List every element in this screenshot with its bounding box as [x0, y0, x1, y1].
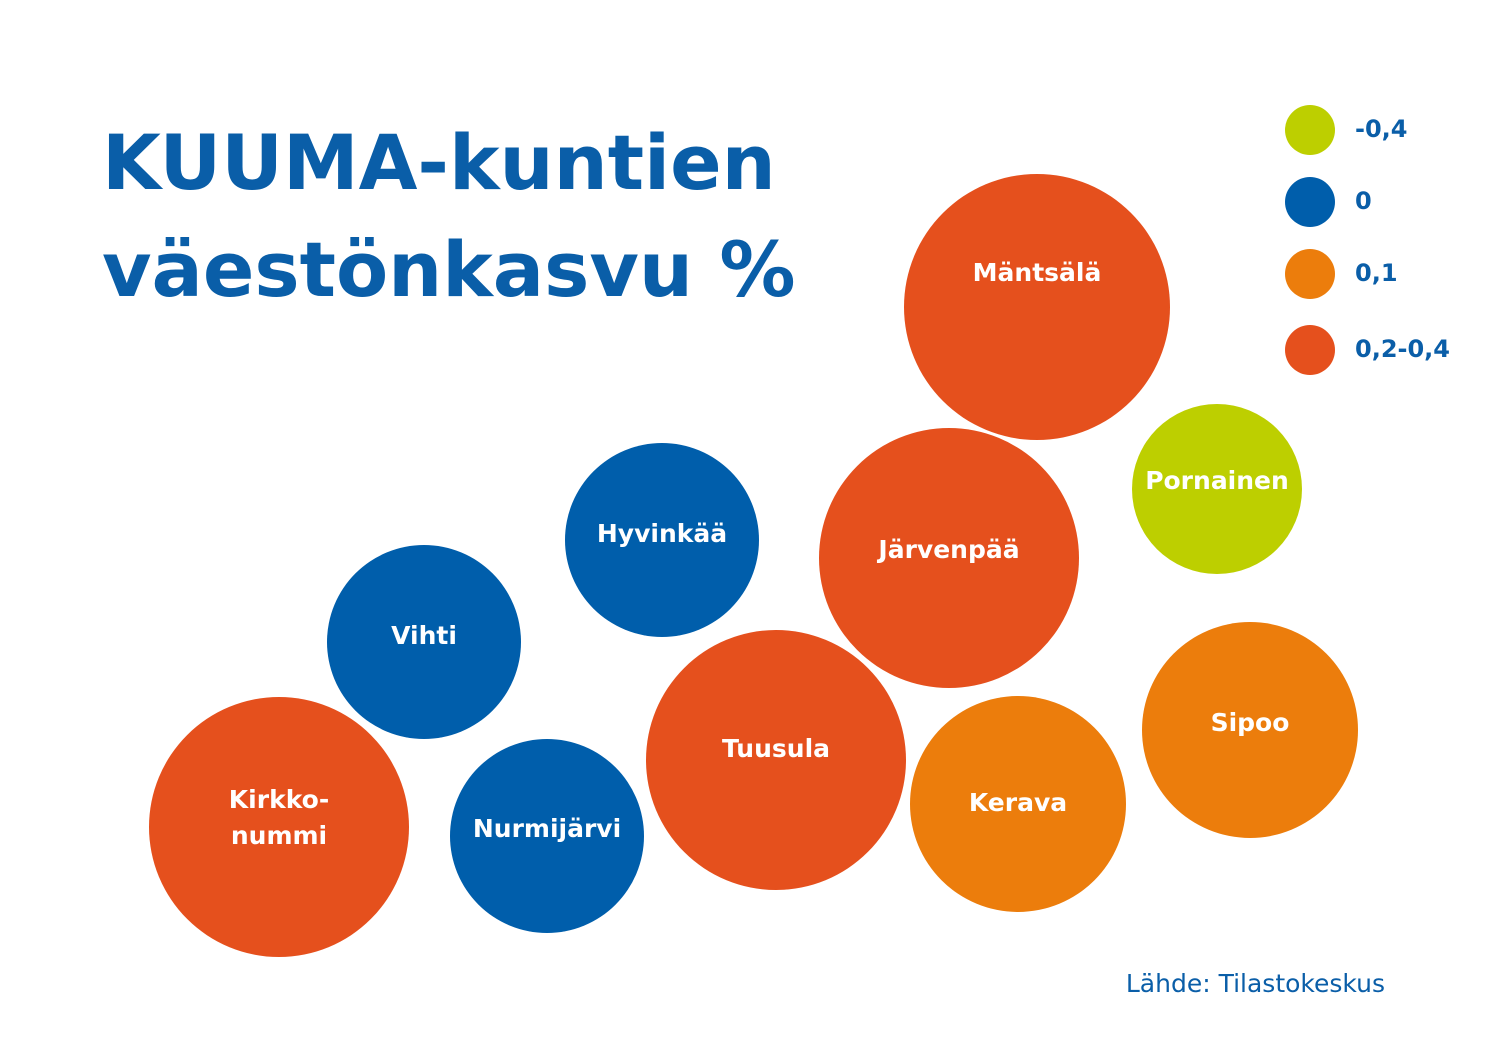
legend-label: -0,4 — [1355, 115, 1407, 143]
municipality-label: Järvenpää — [876, 535, 1019, 564]
municipality-label: Kirkko- — [229, 785, 329, 814]
legend-label: 0 — [1355, 187, 1372, 215]
municipality-label: Pornainen — [1145, 466, 1289, 495]
municipality-circle — [1132, 404, 1302, 574]
municipality-label: Sipoo — [1211, 708, 1290, 737]
municipality-circle — [904, 174, 1170, 440]
municipality-circle — [1142, 622, 1358, 838]
legend-label: 0,2-0,4 — [1355, 335, 1450, 363]
municipality-label: Nurmijärvi — [473, 814, 621, 843]
source: Lähde: Tilastokeskus — [1126, 969, 1385, 998]
municipality-circle — [149, 697, 409, 957]
municipality-label: Hyvinkää — [597, 519, 727, 548]
legend-swatch — [1285, 177, 1335, 227]
title-line: KUUMA-kuntien — [102, 118, 776, 207]
municipality-label: nummi — [231, 821, 327, 850]
title-line: väestönkasvu % — [102, 225, 796, 314]
municipality-label: Kerava — [969, 788, 1067, 817]
legend-swatch — [1285, 105, 1335, 155]
municipality-label: Vihti — [391, 621, 457, 650]
municipality-circle — [565, 443, 759, 637]
municipality-circle — [450, 739, 644, 933]
legend-swatch — [1285, 249, 1335, 299]
municipality-label: Mäntsälä — [973, 258, 1102, 287]
municipality-circle — [819, 428, 1079, 688]
municipality-circle — [327, 545, 521, 739]
legend-label: 0,1 — [1355, 259, 1398, 287]
municipality-circle — [646, 630, 906, 890]
legend-swatch — [1285, 325, 1335, 375]
municipality-label: Tuusula — [722, 734, 830, 763]
municipality-circle — [910, 696, 1126, 912]
